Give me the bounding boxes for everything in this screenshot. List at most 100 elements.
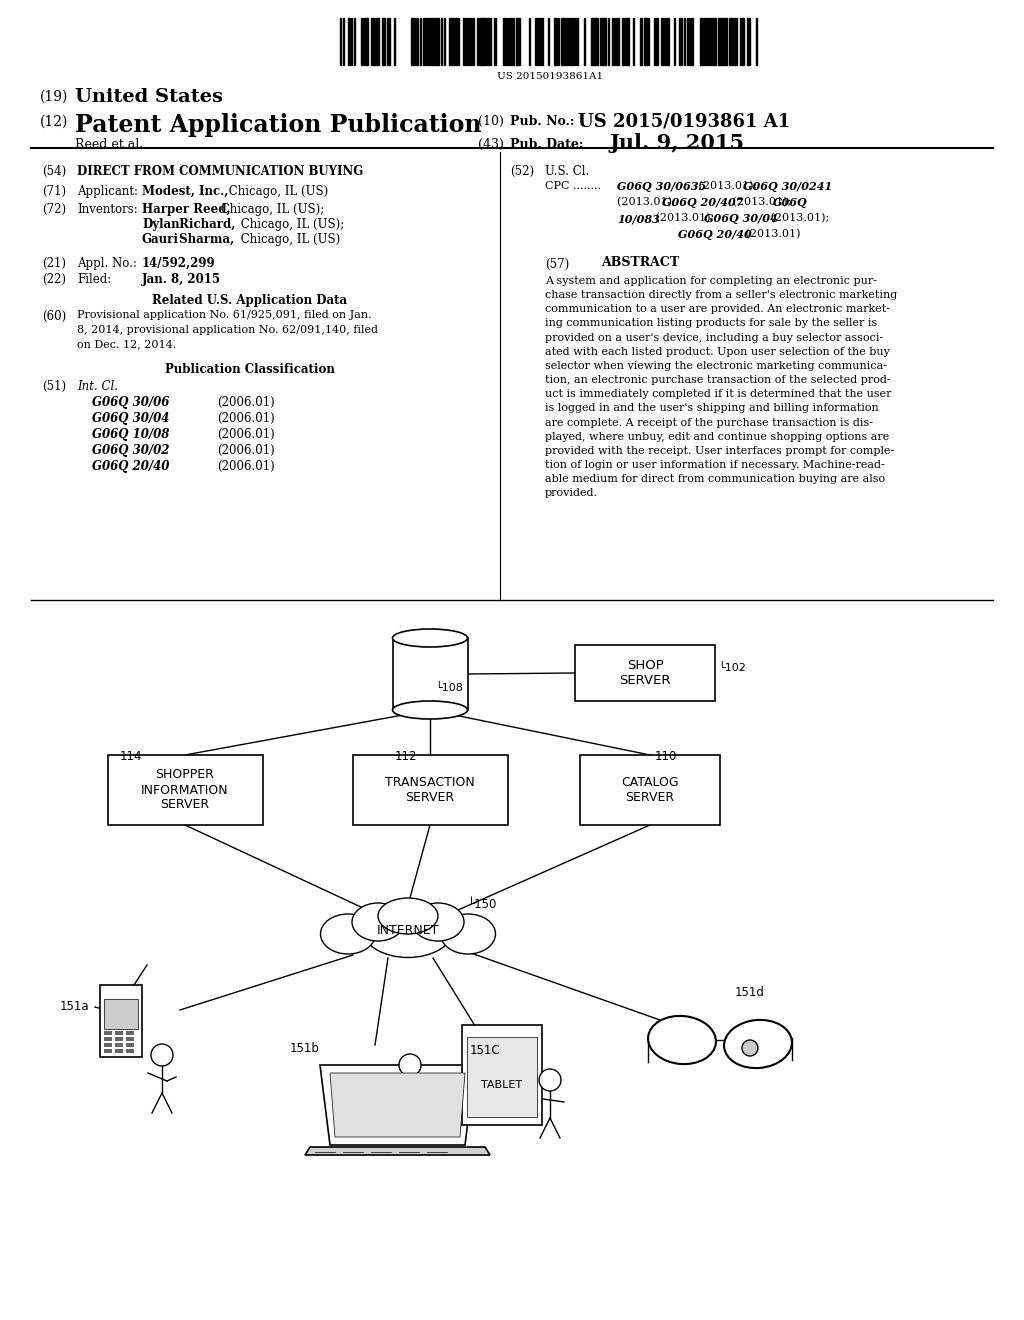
Bar — [713, 18, 716, 65]
Bar — [538, 18, 540, 65]
Text: Chicago, IL (US): Chicago, IL (US) — [237, 234, 340, 246]
Bar — [541, 18, 543, 65]
Bar — [612, 18, 614, 65]
Text: └102: └102 — [718, 663, 745, 673]
Text: SHOP
SERVER: SHOP SERVER — [620, 659, 671, 686]
Bar — [600, 18, 603, 65]
Text: (43): (43) — [478, 139, 504, 150]
Bar — [561, 18, 563, 65]
Bar — [104, 1049, 112, 1053]
Text: (21): (21) — [42, 257, 66, 271]
Text: Inventors:: Inventors: — [77, 203, 138, 216]
Bar — [691, 18, 693, 65]
Ellipse shape — [392, 630, 468, 647]
Bar — [455, 18, 457, 65]
Text: G06Q 10/08: G06Q 10/08 — [92, 428, 169, 441]
Bar — [510, 18, 512, 65]
Text: └108: └108 — [435, 682, 463, 693]
Bar — [126, 1038, 134, 1041]
Bar — [518, 18, 520, 65]
Bar — [503, 18, 506, 65]
Bar — [482, 18, 484, 65]
Bar — [617, 18, 618, 65]
Polygon shape — [305, 1147, 490, 1155]
Text: (2013.01);: (2013.01); — [767, 213, 829, 223]
Bar — [115, 1038, 123, 1041]
Bar — [734, 18, 737, 65]
Bar — [383, 18, 385, 65]
Text: (60): (60) — [42, 310, 67, 323]
Text: Pub. No.:: Pub. No.: — [510, 115, 574, 128]
Text: G06Q 30/04: G06Q 30/04 — [705, 213, 778, 224]
Circle shape — [539, 1069, 561, 1092]
Bar — [108, 755, 262, 825]
Text: Richard,: Richard, — [175, 218, 236, 231]
Text: (52): (52) — [510, 165, 535, 178]
Bar — [708, 18, 710, 65]
Text: (2013.01);: (2013.01); — [695, 181, 761, 191]
Bar — [387, 18, 389, 65]
Ellipse shape — [412, 903, 464, 941]
Bar — [494, 18, 496, 65]
Text: United States: United States — [75, 88, 223, 106]
Bar — [640, 18, 642, 65]
Bar — [569, 18, 571, 65]
Bar — [416, 18, 418, 65]
Text: Pub. Date:: Pub. Date: — [510, 139, 584, 150]
Text: (2006.01): (2006.01) — [217, 412, 274, 425]
Text: (19): (19) — [40, 90, 69, 104]
Bar — [126, 1043, 134, 1047]
Ellipse shape — [724, 1020, 792, 1068]
Text: G06Q 20/407: G06Q 20/407 — [662, 197, 743, 209]
Bar — [516, 18, 518, 65]
Bar — [724, 18, 727, 65]
Text: Gauri: Gauri — [142, 234, 179, 246]
Text: (2013.01): (2013.01) — [742, 228, 801, 239]
Circle shape — [742, 1040, 758, 1056]
Text: TABLET: TABLET — [481, 1080, 522, 1090]
Bar — [565, 18, 567, 65]
Text: (2013.01);: (2013.01); — [729, 197, 795, 207]
Bar — [487, 18, 489, 65]
Text: (2006.01): (2006.01) — [217, 444, 274, 457]
Text: (2013.01);: (2013.01); — [652, 213, 718, 223]
Text: (2006.01): (2006.01) — [217, 428, 274, 441]
Text: CATALOG
SERVER: CATALOG SERVER — [622, 776, 679, 804]
Text: INTERNET: INTERNET — [377, 924, 439, 936]
Text: SHOPPER
INFORMATION
SERVER: SHOPPER INFORMATION SERVER — [141, 768, 228, 812]
Text: G06Q 30/0635: G06Q 30/0635 — [617, 181, 707, 191]
Bar — [603, 18, 605, 65]
Text: 151C: 151C — [470, 1044, 501, 1056]
Bar — [575, 645, 715, 701]
Bar — [467, 18, 470, 65]
Bar — [392, 638, 468, 710]
Text: Chicago, IL (US): Chicago, IL (US) — [225, 185, 329, 198]
Text: G06Q 30/0241: G06Q 30/0241 — [743, 181, 833, 191]
Bar — [705, 18, 707, 65]
Text: 112: 112 — [395, 751, 418, 763]
Text: 14/592,299: 14/592,299 — [142, 257, 216, 271]
Text: 110: 110 — [655, 751, 677, 763]
Text: CPC ........: CPC ........ — [545, 181, 601, 191]
Text: Reed et al.: Reed et al. — [75, 139, 143, 150]
Bar — [104, 1038, 112, 1041]
Ellipse shape — [440, 913, 496, 954]
Text: └150: └150 — [468, 899, 498, 912]
Bar — [431, 18, 433, 65]
Bar — [463, 18, 465, 65]
Polygon shape — [319, 1065, 475, 1144]
Bar — [554, 18, 557, 65]
Text: Related U.S. Application Data: Related U.S. Application Data — [153, 294, 347, 308]
Ellipse shape — [321, 913, 376, 954]
Bar — [662, 18, 665, 65]
Text: 151a: 151a — [60, 1001, 90, 1014]
Text: Chicago, IL (US);: Chicago, IL (US); — [217, 203, 325, 216]
Text: Harper Reed,: Harper Reed, — [142, 203, 230, 216]
Text: 114: 114 — [120, 751, 142, 763]
Bar — [352, 755, 508, 825]
Bar — [718, 18, 721, 65]
Text: DIRECT FROM COMMUNICATION BUYING: DIRECT FROM COMMUNICATION BUYING — [77, 165, 364, 178]
Bar — [644, 18, 647, 65]
Text: (12): (12) — [40, 115, 69, 129]
Polygon shape — [330, 1073, 465, 1137]
